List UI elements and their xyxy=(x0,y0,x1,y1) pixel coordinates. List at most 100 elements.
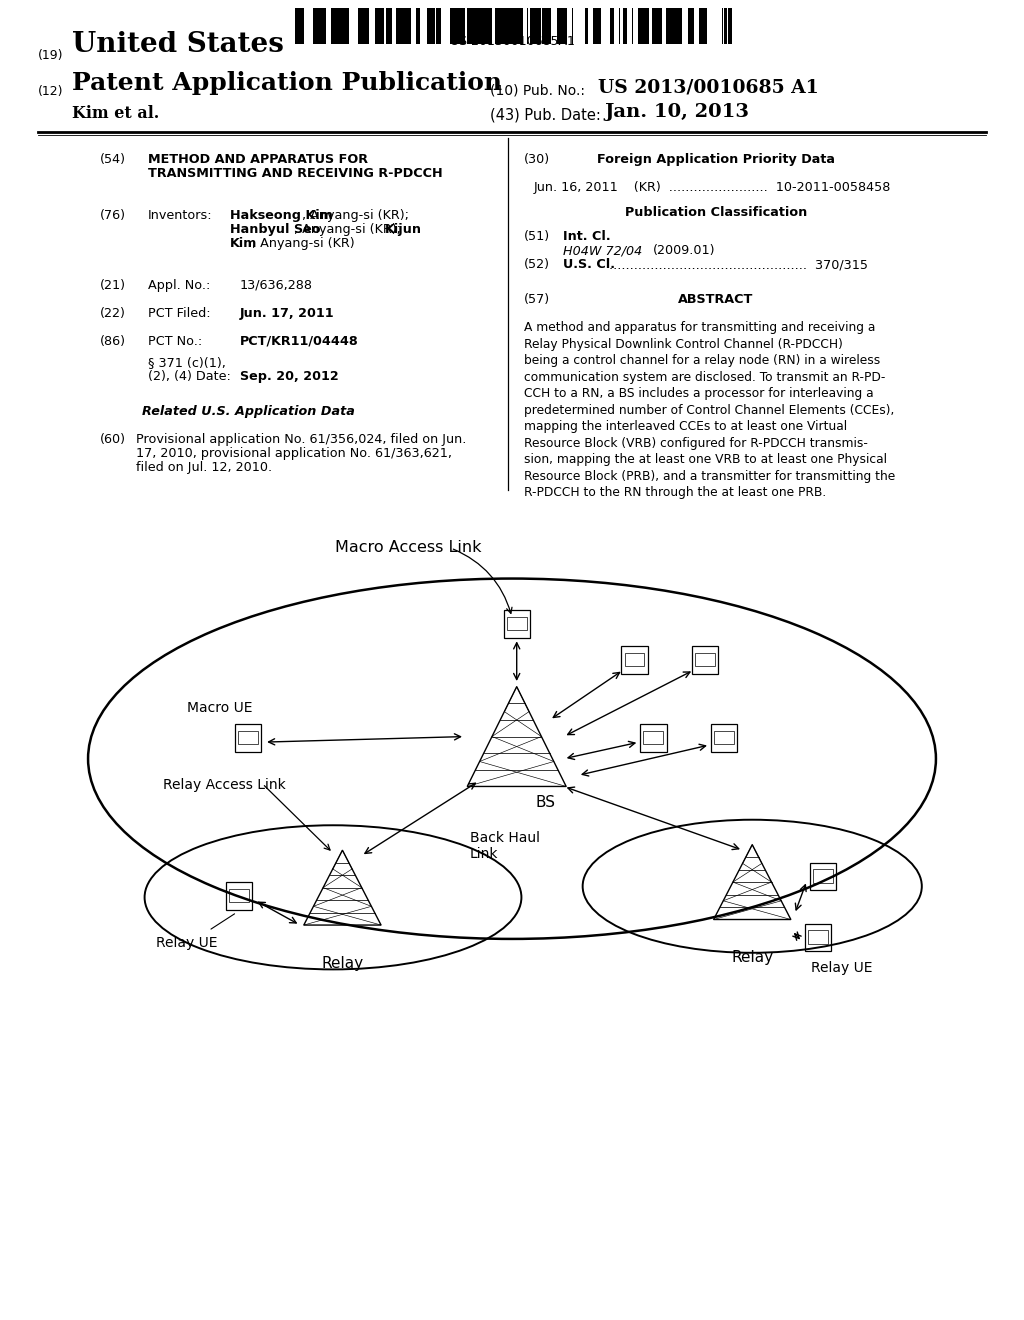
Text: United States: United States xyxy=(72,30,284,58)
Text: predetermined number of Control Channel Elements (CCEs),: predetermined number of Control Channel … xyxy=(524,404,894,417)
Text: filed on Jul. 12, 2010.: filed on Jul. 12, 2010. xyxy=(136,461,272,474)
Bar xyxy=(416,8,420,44)
Bar xyxy=(676,8,678,44)
Bar xyxy=(610,8,614,44)
Bar xyxy=(517,8,520,44)
Bar xyxy=(504,610,529,638)
Bar xyxy=(318,8,323,44)
Bar xyxy=(673,8,676,44)
Text: (12): (12) xyxy=(38,84,63,98)
Text: (19): (19) xyxy=(38,49,63,62)
Text: Patent Application Publication: Patent Application Publication xyxy=(72,71,502,95)
Bar xyxy=(728,8,732,44)
Bar xyxy=(458,8,460,44)
Bar xyxy=(460,8,463,44)
Text: PCT Filed:: PCT Filed: xyxy=(148,308,211,319)
Bar xyxy=(236,725,261,752)
Bar xyxy=(622,647,647,675)
Text: H04W 72/04: H04W 72/04 xyxy=(563,244,642,257)
Text: (30): (30) xyxy=(524,153,550,166)
Bar xyxy=(724,8,727,44)
Text: § 371 (c)(1),: § 371 (c)(1), xyxy=(148,356,226,370)
Text: being a control channel for a relay node (RN) in a wireless: being a control channel for a relay node… xyxy=(524,354,881,367)
Text: (51): (51) xyxy=(524,230,550,243)
Bar xyxy=(397,8,401,44)
Text: Resource Block (PRB), and a transmitter for transmitting the: Resource Block (PRB), and a transmitter … xyxy=(524,470,895,483)
Text: (57): (57) xyxy=(524,293,550,306)
Text: PCT/KR11/04448: PCT/KR11/04448 xyxy=(240,335,358,348)
Bar xyxy=(671,8,673,44)
Text: 17, 2010, provisional application No. 61/363,621,: 17, 2010, provisional application No. 61… xyxy=(136,447,452,459)
Bar xyxy=(386,8,389,44)
Bar xyxy=(313,8,318,44)
Text: sion, mapping the at least one VRB to at least one Physical: sion, mapping the at least one VRB to at… xyxy=(524,453,887,466)
Bar xyxy=(508,8,510,44)
Bar xyxy=(692,647,718,675)
Text: PCT No.:: PCT No.: xyxy=(148,335,203,348)
Text: Kim: Kim xyxy=(230,238,257,249)
Bar xyxy=(805,924,831,952)
Text: (2009.01): (2009.01) xyxy=(653,244,716,257)
Bar xyxy=(341,8,345,44)
Bar xyxy=(427,8,430,44)
Text: Hanbyul Seo: Hanbyul Seo xyxy=(230,223,321,236)
Bar xyxy=(364,8,369,44)
Bar xyxy=(430,8,435,44)
Text: (21): (21) xyxy=(100,279,126,292)
Text: Relay UE: Relay UE xyxy=(157,936,218,950)
Text: (22): (22) xyxy=(100,308,126,319)
Bar xyxy=(401,8,406,44)
Text: Relay: Relay xyxy=(731,950,773,965)
Bar xyxy=(225,882,252,909)
Bar xyxy=(406,8,411,44)
Text: Jun. 17, 2011: Jun. 17, 2011 xyxy=(240,308,335,319)
Text: Relay UE: Relay UE xyxy=(811,961,872,975)
Bar xyxy=(334,8,336,44)
Text: Jun. 16, 2011    (KR)  ........................  10-2011-0058458: Jun. 16, 2011 (KR) .....................… xyxy=(534,181,891,194)
Text: (2), (4) Date:: (2), (4) Date: xyxy=(148,370,230,383)
Text: Foreign Application Priority Data: Foreign Application Priority Data xyxy=(597,153,835,166)
Bar xyxy=(535,8,538,44)
Bar xyxy=(495,8,499,44)
Text: Jan. 10, 2013: Jan. 10, 2013 xyxy=(604,103,749,121)
Bar xyxy=(653,8,658,44)
Bar xyxy=(300,8,304,44)
Bar xyxy=(690,8,694,44)
Bar xyxy=(714,731,734,744)
Bar xyxy=(640,725,667,752)
Bar xyxy=(481,8,485,44)
Text: , Anyang-si (KR): , Anyang-si (KR) xyxy=(252,238,354,249)
Text: (86): (86) xyxy=(100,335,126,348)
Bar xyxy=(658,8,662,44)
Bar xyxy=(345,8,349,44)
Text: CCH to a RN, a BS includes a processor for interleaving a: CCH to a RN, a BS includes a processor f… xyxy=(524,387,873,400)
Bar xyxy=(695,653,715,667)
Bar xyxy=(239,731,258,744)
Text: Kim et al.: Kim et al. xyxy=(72,106,160,121)
Text: Provisional application No. 61/356,024, filed on Jun.: Provisional application No. 61/356,024, … xyxy=(136,433,466,446)
Bar xyxy=(666,8,671,44)
Bar xyxy=(562,8,567,44)
Text: Sep. 20, 2012: Sep. 20, 2012 xyxy=(240,370,339,383)
Bar xyxy=(813,870,833,883)
Bar xyxy=(463,8,465,44)
Text: (52): (52) xyxy=(524,257,550,271)
Bar xyxy=(451,8,454,44)
Text: BS: BS xyxy=(536,795,556,809)
Bar xyxy=(638,8,643,44)
Text: R-PDCCH to the RN through the at least one PRB.: R-PDCCH to the RN through the at least o… xyxy=(524,486,826,499)
Bar xyxy=(499,8,504,44)
Text: (76): (76) xyxy=(100,209,126,222)
Text: communication system are disclosed. To transmit an R-PD-: communication system are disclosed. To t… xyxy=(524,371,886,384)
Text: A method and apparatus for transmitting and receiving a: A method and apparatus for transmitting … xyxy=(524,321,876,334)
Text: (10) Pub. No.:: (10) Pub. No.: xyxy=(490,83,585,96)
Bar xyxy=(375,8,380,44)
Bar xyxy=(643,731,664,744)
Bar xyxy=(295,8,300,44)
Bar xyxy=(699,8,703,44)
Bar xyxy=(504,8,508,44)
Text: Inventors:: Inventors: xyxy=(148,209,213,222)
Text: Relay Physical Downlink Control Channel (R-PDCCH): Relay Physical Downlink Control Channel … xyxy=(524,338,843,351)
Bar xyxy=(810,863,836,891)
Bar xyxy=(711,725,737,752)
